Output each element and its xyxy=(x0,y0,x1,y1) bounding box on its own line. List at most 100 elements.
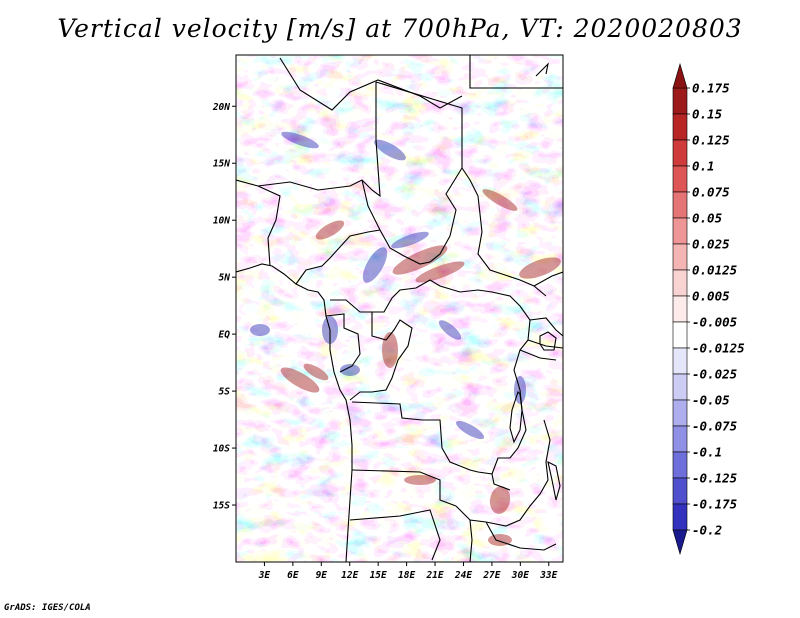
colorbar-label: -0.2 xyxy=(692,523,722,538)
velocity-hotspot xyxy=(391,231,429,249)
border-chad-sudan xyxy=(461,167,547,297)
lake-malawi xyxy=(547,460,561,501)
colorbar-label: 0.125 xyxy=(692,133,730,148)
velocity-hotspot xyxy=(382,332,398,368)
lake-tanganyika xyxy=(509,390,523,444)
colorbar-label: 0.005 xyxy=(692,289,730,304)
border-cameroon xyxy=(295,229,521,313)
lake-victoria xyxy=(539,331,557,351)
border-algeria-mali xyxy=(279,57,463,111)
coastline-west-africa xyxy=(236,263,353,562)
colorbar-swatch xyxy=(672,477,688,505)
colorbar-swatch xyxy=(672,217,688,245)
plot-title: Vertical velocity [m/s] at 700hPa, VT: 2… xyxy=(57,14,743,43)
lon-tick-label: 30E xyxy=(511,570,529,581)
lat-tick-label: 20N xyxy=(212,102,230,113)
latitude-axis: 20N 15N 10N 5N EQ 5S 10S 15S xyxy=(212,102,236,512)
colorbar-swatch xyxy=(672,425,688,453)
velocity-hotspot xyxy=(415,261,465,283)
velocity-hotspot xyxy=(374,139,406,161)
coastline-north-red-sea xyxy=(535,62,549,77)
border-namibia-botswana xyxy=(349,509,473,562)
colorbar-label: 0.15 xyxy=(692,107,723,122)
velocity-hotspot xyxy=(280,367,320,393)
colorbar-label: 0.175 xyxy=(692,81,730,96)
colorbar-swatch xyxy=(672,87,688,115)
colorbar-label: -0.0125 xyxy=(692,341,745,356)
lon-tick-label: 9E xyxy=(316,570,328,581)
lon-tick-label: 6E xyxy=(287,570,299,581)
colorbar-label: -0.1 xyxy=(692,445,722,460)
velocity-hotspot xyxy=(362,247,388,283)
velocity-hotspot xyxy=(281,131,319,149)
colorbar-label: 0.05 xyxy=(692,211,723,226)
border-niger xyxy=(236,82,381,198)
colorbar-label: 0.075 xyxy=(692,185,730,200)
colorbar-label: -0.005 xyxy=(692,315,738,330)
colorbar: 0.175 0.15 0.125 0.1 0.075 0.05 0.025 0.0125 0.0… xyxy=(672,62,745,556)
colorbar-label: -0.175 xyxy=(692,497,738,512)
colorbar-label: -0.075 xyxy=(692,419,738,434)
border-nigeria-benin xyxy=(257,185,281,267)
velocity-hotspot xyxy=(455,420,485,440)
colorbar-label: 0.0125 xyxy=(692,263,738,278)
colorbar-swatch xyxy=(672,269,688,297)
lat-tick-label: 5S xyxy=(219,387,231,398)
colorbar-label: -0.025 xyxy=(692,367,738,382)
lat-tick-label: 10N xyxy=(213,216,230,227)
velocity-hotspot xyxy=(250,324,270,336)
lon-tick-label: 21E xyxy=(425,570,443,581)
colorbar-top-arrow xyxy=(672,62,688,89)
colorbar-swatch xyxy=(672,139,688,167)
longitude-axis: 3E 6E 9E 12E 15E 18E 21E 24E 27E 30E 33E xyxy=(258,562,558,581)
lat-tick-label: EQ xyxy=(219,330,231,341)
lon-tick-label: 18E xyxy=(398,570,415,581)
lon-tick-label: 12E xyxy=(341,570,358,581)
colorbar-swatch xyxy=(672,347,688,375)
border-uganda-kenya xyxy=(519,271,563,361)
map-frame xyxy=(235,54,564,563)
colorbar-swatch xyxy=(672,503,688,531)
velocity-hotspot xyxy=(315,220,345,240)
velocity-field xyxy=(236,55,563,562)
border-nigeria-chad xyxy=(361,179,451,265)
border-zambia-zimbabwe xyxy=(455,419,557,551)
lat-tick-label: 5N xyxy=(219,273,231,284)
lat-tick-label: 15N xyxy=(213,159,230,170)
colorbar-label: -0.125 xyxy=(692,471,738,486)
colorbar-label: 0.1 xyxy=(692,159,715,174)
lon-tick-label: 33E xyxy=(539,570,557,581)
colorbar-swatch xyxy=(672,373,688,401)
colorbar-swatch xyxy=(672,451,688,479)
velocity-hotspot xyxy=(303,363,329,381)
velocity-hotspot xyxy=(489,486,511,514)
velocity-hotspot xyxy=(392,245,448,275)
border-egypt-sudan xyxy=(469,55,563,89)
velocity-hotspot xyxy=(482,189,518,211)
border-gabon-congo xyxy=(325,312,413,401)
lat-tick-label: 15S xyxy=(213,501,230,512)
lon-tick-label: 3E xyxy=(258,570,271,581)
lon-tick-label: 27E xyxy=(482,570,500,581)
lat-tick-label: 10S xyxy=(213,444,230,455)
velocity-hotspots xyxy=(250,131,561,546)
lon-tick-label: 15E xyxy=(370,570,387,581)
velocity-hotspot xyxy=(340,364,360,376)
colorbar-label: 0.025 xyxy=(692,237,730,252)
colorbar-label: -0.05 xyxy=(692,393,730,408)
grads-credit: GrADS: IGES/COLA xyxy=(4,603,91,613)
country-borders xyxy=(236,55,563,562)
colorbar-bottom-arrow xyxy=(672,529,688,556)
colorbar-swatch xyxy=(672,165,688,193)
lon-tick-label: 24E xyxy=(454,570,472,581)
colorbar-swatch xyxy=(672,399,688,427)
colorbar-swatch xyxy=(672,113,688,141)
velocity-hotspot xyxy=(438,320,462,340)
border-libya-chad xyxy=(375,81,463,237)
colorbar-swatch xyxy=(672,321,688,349)
velocity-hotspot xyxy=(519,257,561,279)
colorbar-swatch xyxy=(672,243,688,271)
colorbar-swatch xyxy=(672,295,688,323)
colorbar-swatch xyxy=(672,191,688,219)
